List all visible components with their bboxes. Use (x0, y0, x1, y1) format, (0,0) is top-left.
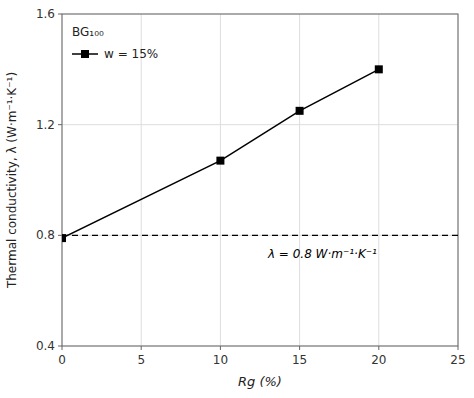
tick-label-y: 0.4 (36, 339, 55, 353)
tick-y (58, 346, 62, 347)
grid (62, 14, 458, 346)
grid-line-y (62, 124, 458, 125)
point-marker (375, 65, 383, 73)
tick-x (458, 346, 459, 350)
point-marker (296, 107, 304, 115)
x-axis-label: Rg (%) (238, 374, 282, 389)
series-line (62, 69, 379, 238)
plot-area (62, 65, 458, 242)
tick-y (58, 235, 62, 236)
grid-line-x (378, 14, 379, 346)
tick-label-y: 1.6 (36, 7, 55, 21)
tick-label-x: 10 (213, 353, 228, 367)
tick-x (62, 346, 63, 350)
grid-line-x (299, 14, 300, 346)
legend-label: w = 15% (104, 47, 158, 61)
tick-label-x: 15 (292, 353, 307, 367)
tick-label-x: 5 (137, 353, 145, 367)
axes: 0 5 10 15 20 25 0.4 0.8 1.2 1.6 (36, 7, 466, 367)
point-marker (62, 234, 66, 242)
grid-line-x (220, 14, 221, 346)
tick-y (58, 124, 62, 125)
grid-line-x (141, 14, 142, 346)
point-marker (216, 157, 224, 165)
tick-label-x: 25 (450, 353, 465, 367)
y-axis-label: Thermal conductivity, λ (W·m⁻¹·K⁻¹) (5, 72, 19, 289)
tick-label-x: 0 (58, 353, 66, 367)
grid-line-y (62, 235, 458, 236)
tick-label-y: 1.2 (36, 118, 55, 132)
chart: 0 5 10 15 20 25 0.4 0.8 1.2 1.6 Rg (%) Thermal cond… (0, 0, 474, 398)
legend-marker (81, 50, 89, 58)
legend-title: BG₁₀₀ (72, 25, 104, 39)
legend: BG₁₀₀w = 15% (72, 25, 158, 61)
tick-x (141, 346, 142, 350)
tick-label-y: 0.8 (36, 228, 55, 242)
tick-x (378, 346, 379, 350)
tick-x (220, 346, 221, 350)
reference-line (62, 235, 458, 236)
plot-frame (62, 14, 458, 346)
tick-label-x: 20 (371, 353, 386, 367)
annotation: λ = 0.8 W·m⁻¹·K⁻¹ (267, 247, 377, 261)
tick-x (299, 346, 300, 350)
tick-y (58, 14, 62, 15)
